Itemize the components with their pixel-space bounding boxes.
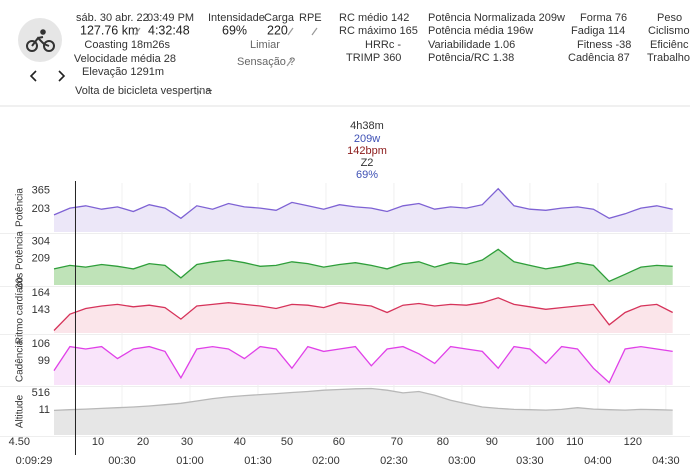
- prev-arrow[interactable]: [29, 70, 37, 82]
- distance-tick-label: 10: [92, 436, 104, 448]
- summary-duration: 4h38m: [350, 120, 384, 132]
- bike-icon: [26, 29, 55, 52]
- trace-area: [54, 297, 673, 333]
- stat: RC médio 142: [339, 12, 409, 24]
- stat: Eficiênc: [650, 39, 689, 51]
- time-tick-label: 03:00: [448, 455, 476, 466]
- feel[interactable]: Sensação ?: [237, 56, 295, 68]
- y-tick-label: 164: [32, 287, 50, 299]
- next-arrow[interactable]: [58, 70, 66, 82]
- panel-label: Cadência: [15, 339, 26, 382]
- trace-area: [54, 346, 673, 385]
- y-tick-label: 106: [32, 338, 50, 350]
- summary-power: 209w: [354, 133, 380, 145]
- cursor-time: 0:09:29: [16, 455, 53, 466]
- rpe-label: RPE: [299, 12, 322, 24]
- coasting: Coasting 18m26s: [84, 39, 170, 51]
- y-tick-label: 365: [32, 184, 50, 196]
- distance-tick-label: 90: [486, 436, 498, 448]
- cursor-distance: 4.50: [9, 436, 30, 448]
- summary-hr: 142bpm: [347, 145, 387, 157]
- stat: Potência média 196w: [428, 25, 533, 37]
- y-tick-label: 11: [39, 404, 50, 416]
- distance: 127.76 km: [80, 23, 138, 37]
- stat: Potência/RC 1.38: [428, 52, 514, 64]
- name-suffix: ~: [206, 85, 212, 97]
- distance-tick-label: 30: [181, 436, 193, 448]
- y-tick-label: 143: [32, 304, 50, 316]
- distance-tick-label: 120: [624, 436, 642, 448]
- distance-tick-label: 100: [536, 436, 554, 448]
- panel-label: Ritmo cardíaco: [15, 276, 26, 344]
- stat: HRRc -: [365, 39, 401, 51]
- trace-area: [54, 188, 673, 232]
- stat: Fitness -38: [577, 39, 631, 51]
- distance-tick-label: 40: [234, 436, 246, 448]
- avg-speed: Velocidade média 28: [74, 53, 176, 65]
- summary-intensity: 69%: [356, 169, 378, 181]
- distance-tick-label: 60: [333, 436, 345, 448]
- stat: RC máximo 165: [339, 25, 418, 37]
- distance-tick-label: 80: [437, 436, 449, 448]
- time-tick-label: 01:30: [244, 455, 272, 466]
- stat: Trabalho: [647, 52, 690, 64]
- panel-label: Potência: [15, 188, 26, 227]
- trace-line: [53, 297, 673, 331]
- stat: Ciclismo c: [648, 25, 690, 37]
- trace-line: [53, 248, 673, 283]
- distance-tick-label: 20: [137, 436, 149, 448]
- distance-tick-label: 50: [281, 436, 293, 448]
- elevation: Elevação 1291m: [82, 66, 164, 78]
- load-label: Carga: [264, 12, 295, 24]
- summary-zone: Z2: [361, 157, 374, 169]
- time-tick-label: 02:00: [312, 455, 340, 466]
- trace-area: [54, 249, 673, 285]
- stat: Cadência 87: [568, 52, 630, 64]
- trace-line: [53, 387, 673, 412]
- load: 220: [267, 23, 288, 37]
- stat: TRIMP 360: [346, 52, 401, 64]
- trace-area: [54, 388, 673, 435]
- time-tick-label: 04:30: [652, 455, 680, 466]
- distance-tick-label: 70: [391, 436, 403, 448]
- time-tick-label: 00:30: [108, 455, 136, 466]
- edit-icons: [134, 27, 318, 96]
- stat: Fadiga 114: [571, 25, 625, 37]
- time-tick-label: 01:00: [176, 455, 204, 466]
- distance-tick-label: 110: [566, 436, 584, 448]
- threshold: Limiar: [250, 39, 280, 51]
- activity-name[interactable]: Volta de bicicleta vespertina: [75, 85, 212, 97]
- panel-label: 30s Potência: [15, 231, 26, 289]
- trace-line: [53, 345, 673, 384]
- intensity: 69%: [222, 23, 247, 37]
- stat: Peso: [657, 12, 682, 24]
- time: 03:49 PM: [147, 12, 194, 24]
- y-tick-label: 516: [32, 387, 50, 399]
- duration: 4:32:48: [148, 23, 190, 37]
- date: sáb. 30 abr. 22: [76, 12, 149, 24]
- y-tick-label: 304: [32, 235, 50, 247]
- panel-label: Altitude: [15, 394, 26, 428]
- stat: Forma 76: [580, 12, 627, 24]
- stat: Potência Normalizada 209w: [428, 12, 565, 24]
- y-tick-label: 209: [32, 252, 50, 264]
- intensity-label: Intensidade: [208, 12, 265, 24]
- trace-line: [53, 187, 673, 220]
- y-tick-label: 99: [38, 355, 50, 367]
- time-tick-label: 02:30: [380, 455, 408, 466]
- time-tick-label: 03:30: [516, 455, 544, 466]
- stat: Variabilidade 1.06: [428, 39, 515, 51]
- y-tick-label: 203: [32, 203, 50, 215]
- time-tick-label: 04:00: [584, 455, 612, 466]
